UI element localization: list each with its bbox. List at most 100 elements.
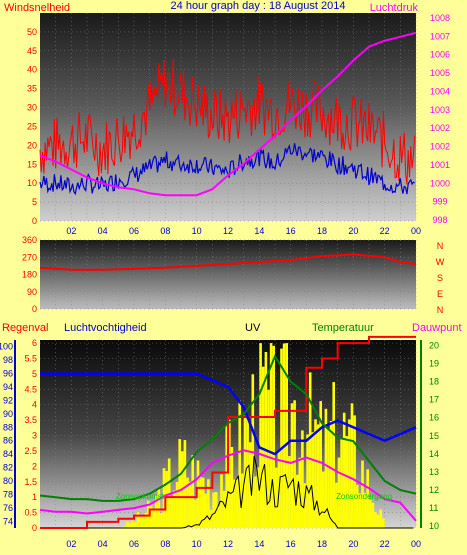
solar-bar xyxy=(264,352,268,528)
temperatuur-label: Temperatuur xyxy=(312,322,374,334)
solar-bar xyxy=(288,456,291,528)
humidity-tick-label: 74 xyxy=(3,516,13,526)
solar-bar xyxy=(165,471,168,528)
luchtvochtigheid-label: Luchtvochtigheid xyxy=(64,322,147,334)
solar-bar xyxy=(345,436,349,528)
solar-bar xyxy=(194,499,197,528)
humidity-tick-label: 84 xyxy=(3,449,13,459)
solar-bar xyxy=(342,412,346,528)
solar-bar xyxy=(361,460,364,528)
x-tick-label: 12 xyxy=(223,539,233,549)
solar-bar xyxy=(209,509,213,528)
humidity-tick-label: 94 xyxy=(3,382,13,392)
rain-tick-label: 3 xyxy=(32,431,37,441)
chart-title: 24 hour graph day : 18 August 2014 xyxy=(171,0,346,12)
x-tick-label: 04 xyxy=(98,226,108,236)
x-tick-label: 18 xyxy=(317,539,327,549)
compass-label: W xyxy=(436,257,445,267)
solar-bar xyxy=(261,366,265,528)
rain-tick-label: 5 xyxy=(32,369,37,379)
solar-bar xyxy=(335,482,338,528)
rain-tick-label: 2.5 xyxy=(24,446,37,456)
solar-bar xyxy=(327,428,330,528)
direction-tick-label: 270 xyxy=(22,252,37,262)
solar-bar xyxy=(126,521,129,528)
solar-bar xyxy=(269,343,273,528)
solar-bar xyxy=(358,493,362,528)
solar-bar xyxy=(295,474,299,528)
solar-bar xyxy=(382,518,385,528)
temperature-tick-label: 15 xyxy=(429,431,439,441)
x-tick-label: 06 xyxy=(129,539,139,549)
solar-bar xyxy=(141,516,145,528)
solar-bar xyxy=(136,512,140,528)
solar-bar xyxy=(303,483,307,528)
wind-average-line xyxy=(39,143,415,196)
solar-bar xyxy=(217,506,221,528)
solar-bar xyxy=(350,403,354,528)
solar-bar xyxy=(201,477,205,528)
x-tick-label: 00 xyxy=(411,226,421,236)
wind-tick-label: 50 xyxy=(27,27,37,37)
solar-bar xyxy=(316,424,320,528)
dauwpunt-label: Dauwpunt xyxy=(412,322,462,334)
solar-bar xyxy=(246,418,249,528)
pressure-tick-label: 1004 xyxy=(430,86,450,96)
solar-bar xyxy=(366,469,369,528)
chart-marks xyxy=(39,31,417,529)
pressure-line xyxy=(39,31,417,197)
solar-bar xyxy=(230,447,234,528)
solar-bar xyxy=(267,389,270,528)
wind-tick-label: 20 xyxy=(27,140,37,150)
solar-bar xyxy=(196,460,200,528)
solar-bar xyxy=(175,481,179,528)
solar-bar xyxy=(212,492,215,528)
solar-bar xyxy=(199,476,202,528)
pressure-tick-label: 1008 xyxy=(430,13,450,23)
temperature-tick-label: 18 xyxy=(429,377,439,387)
pressure-tick-label: 998 xyxy=(432,215,447,225)
windsnelheid-label: Windsnelheid xyxy=(4,2,70,14)
x-tick-label: 04 xyxy=(98,539,108,549)
solar-bar xyxy=(186,477,189,528)
solar-bar xyxy=(243,415,247,528)
solar-bar xyxy=(301,430,304,528)
rain-tick-label: 5.5 xyxy=(24,353,37,363)
compass-label: E xyxy=(437,289,443,299)
temperature-tick-label: 14 xyxy=(429,449,439,459)
x-tick-label: 16 xyxy=(286,539,296,549)
x-tick-label: 10 xyxy=(192,539,202,549)
sunset-label: Zonsondergang xyxy=(336,492,392,501)
wind-tick-label: 15 xyxy=(27,159,37,169)
solar-bar xyxy=(348,419,351,528)
solar-bar xyxy=(256,467,260,528)
humidity-tick-label: 80 xyxy=(3,476,13,486)
x-tick-label: 10 xyxy=(192,226,202,236)
humidity-tick-label: 88 xyxy=(3,422,13,432)
rain-tick-label: 3.5 xyxy=(24,415,37,425)
solar-bar xyxy=(154,495,158,528)
solar-bar xyxy=(170,497,174,528)
solar-bar xyxy=(225,425,228,528)
wind-tick-label: 5 xyxy=(32,197,37,207)
rain-tick-label: 4.5 xyxy=(24,384,37,394)
x-tick-label: 02 xyxy=(66,226,76,236)
wind-tick-label: 30 xyxy=(27,103,37,113)
solar-bar xyxy=(272,345,275,528)
solar-bar xyxy=(191,455,194,528)
solar-bar xyxy=(355,484,359,528)
solar-bar xyxy=(233,479,236,528)
wind-tick-label: 10 xyxy=(27,178,37,188)
pressure-tick-label: 1002 xyxy=(430,123,450,133)
x-tick-label: 18 xyxy=(317,226,327,236)
solar-bar xyxy=(251,374,255,528)
solar-bar xyxy=(314,419,317,528)
solar-bar xyxy=(340,438,343,528)
solar-bar xyxy=(293,400,296,528)
solar-bar xyxy=(308,372,312,528)
wind-tick-label: 25 xyxy=(27,121,37,131)
temperature-tick-label: 10 xyxy=(429,521,439,531)
solar-bar xyxy=(178,439,181,528)
rain-tick-label: 1.5 xyxy=(24,477,37,487)
x-tick-label: 08 xyxy=(160,539,170,549)
